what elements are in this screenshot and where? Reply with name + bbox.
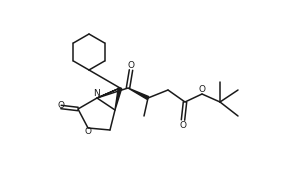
Text: N: N bbox=[94, 89, 100, 98]
Text: O: O bbox=[85, 127, 91, 136]
Polygon shape bbox=[128, 88, 149, 99]
Text: O: O bbox=[57, 102, 65, 110]
Polygon shape bbox=[97, 88, 120, 98]
Polygon shape bbox=[115, 88, 122, 110]
Text: O: O bbox=[198, 85, 205, 94]
Text: O: O bbox=[179, 121, 186, 129]
Text: O: O bbox=[128, 60, 134, 70]
